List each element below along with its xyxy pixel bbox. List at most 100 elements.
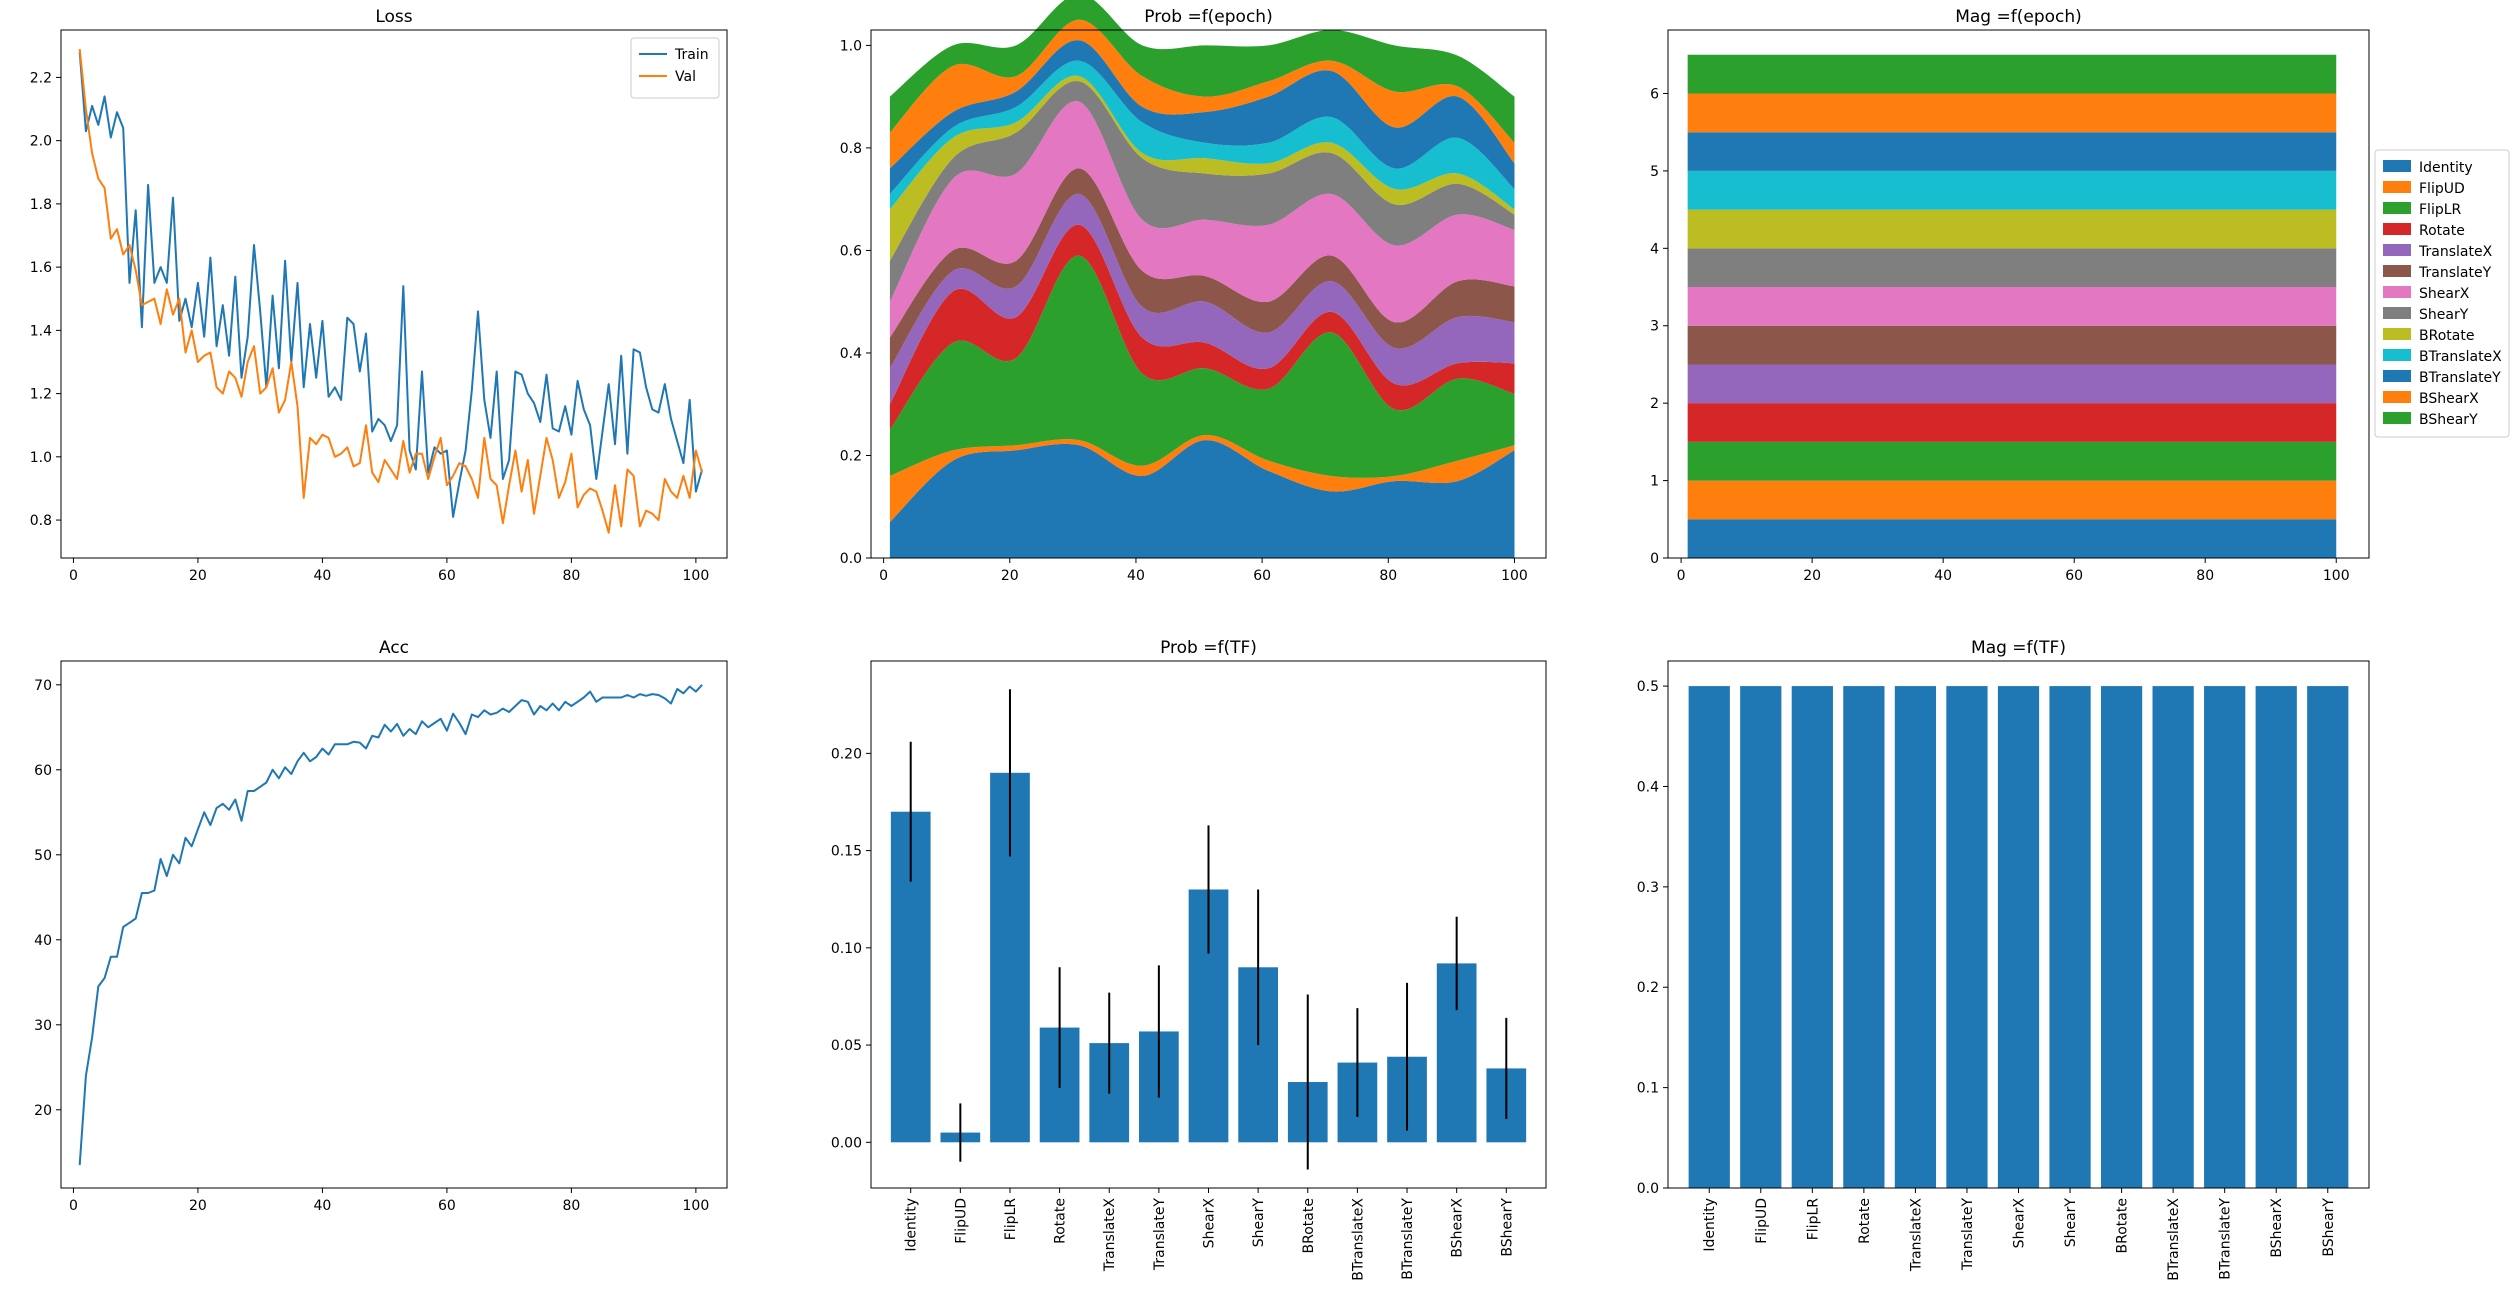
area-bshearx xyxy=(889,19,1515,169)
y-tick-label: 5 xyxy=(1650,164,1659,180)
legend-swatch xyxy=(2383,412,2411,424)
x-tick-label: BShearY xyxy=(1499,1198,1515,1257)
chart-title: Prob =f(epoch) xyxy=(1144,7,1272,27)
chart-title: Prob =f(TF) xyxy=(1160,638,1257,658)
area-identity xyxy=(889,440,1515,558)
legend-label: TranslateY xyxy=(2418,265,2492,281)
bar-translatey xyxy=(1946,686,1988,1188)
y-tick-label: 40 xyxy=(34,933,52,949)
x-tick-label: 20 xyxy=(1803,568,1821,584)
x-tick-label: 20 xyxy=(189,568,207,584)
y-tick-label: 3 xyxy=(1650,319,1659,335)
x-tick-label: FlipUD xyxy=(1754,1198,1770,1244)
bar-flipud xyxy=(1740,686,1782,1188)
x-tick-label: 40 xyxy=(1934,568,1952,584)
area-fliplr xyxy=(889,255,1515,478)
y-tick-label: 1 xyxy=(1650,474,1659,490)
x-tick-label: Rotate xyxy=(1857,1198,1873,1244)
area-sheary xyxy=(889,80,1515,302)
x-tick-label: 0 xyxy=(879,568,888,584)
x-tick-label: 100 xyxy=(1501,568,1528,584)
x-tick-label: FlipLR xyxy=(1805,1198,1821,1241)
x-tick-label: Identity xyxy=(904,1198,920,1252)
legend-label: BTranslateX xyxy=(2419,349,2502,365)
x-tick-label: TranslateY xyxy=(1152,1198,1168,1272)
area-rotate xyxy=(889,224,1515,430)
area-flipud xyxy=(889,434,1515,523)
legend: Identity FlipUD FlipLR Rotate TranslateX Tran… xyxy=(2374,149,2510,438)
x-tick-label: TranslateY xyxy=(1960,1198,1976,1272)
legend-label: BShearX xyxy=(2419,391,2479,407)
y-tick-label: 1.4 xyxy=(30,323,52,339)
area-bsheary xyxy=(889,0,1515,143)
chart-title: Loss xyxy=(375,7,412,27)
area-translatex xyxy=(889,193,1515,405)
panel-acc: Acc 0 20 40 60 80 100 20 30 40 50 60 70 xyxy=(34,638,728,1214)
legend-label: TranslateX xyxy=(2418,244,2493,260)
area-translatey xyxy=(1687,325,2337,365)
x-tick-label: 60 xyxy=(2065,568,2083,584)
x-tick-label: 100 xyxy=(2323,568,2350,584)
chart-title: Mag =f(epoch) xyxy=(1955,7,2082,27)
x-tick-label: 20 xyxy=(1001,568,1019,584)
x-tick-label: Identity xyxy=(1702,1198,1718,1252)
y-tick-label: 60 xyxy=(34,763,52,779)
y-tick-label: 0.20 xyxy=(831,746,862,762)
area-fliplr xyxy=(1687,441,2337,481)
x-tick-label: 80 xyxy=(1379,568,1397,584)
bar-rotate xyxy=(1843,686,1885,1188)
x-tick-label: 100 xyxy=(683,1198,710,1214)
area-translatey xyxy=(889,168,1515,369)
area-brotate xyxy=(1687,209,2337,249)
legend-swatch xyxy=(2383,391,2411,403)
x-tick-label: 80 xyxy=(562,1198,580,1214)
y-tick-label: 4 xyxy=(1650,241,1659,257)
y-tick-label: 50 xyxy=(34,848,52,864)
area-btranslatey xyxy=(1687,132,2337,171)
axes-frame xyxy=(1667,29,2370,559)
y-tick-label: 0.5 xyxy=(1637,679,1659,695)
y-tick-label: 6 xyxy=(1650,86,1659,102)
area-brotate xyxy=(889,75,1515,261)
y-tick-label: 0.0 xyxy=(1637,1181,1659,1197)
legend-label: Rotate xyxy=(2419,223,2465,239)
panel-prob-tf: Prob =f(TF) 0.00 0.05 0.10 0.15 0.20 Identity F… xyxy=(831,638,1547,1281)
y-tick-label: 2.2 xyxy=(30,70,52,86)
y-tick-label: 0.2 xyxy=(840,448,862,464)
y-tick-label: 0.05 xyxy=(831,1038,862,1054)
area-sheary xyxy=(1687,248,2337,288)
x-tick-label: TranslateX xyxy=(1102,1198,1118,1273)
x-tick-label: BTranslateY xyxy=(1400,1198,1416,1280)
bar-translatex xyxy=(1894,686,1937,1188)
x-tick-label: ShearX xyxy=(2012,1198,2028,1249)
y-tick-label: 1.2 xyxy=(30,387,52,403)
y-tick-label: 0.6 xyxy=(840,243,862,259)
bar-bshearx xyxy=(2255,686,2297,1188)
legend-swatch xyxy=(2383,286,2411,298)
y-tick-label: 2 xyxy=(1650,396,1659,412)
bar-bsheary xyxy=(2307,686,2349,1188)
x-tick-label: 0 xyxy=(69,568,78,584)
x-tick-label: FlipUD xyxy=(953,1198,969,1244)
series-line-0 xyxy=(78,684,703,1166)
y-tick-label: 0.3 xyxy=(1637,880,1659,896)
x-tick-label: BShearY xyxy=(2321,1198,2337,1257)
legend-label: FlipUD xyxy=(2419,181,2465,197)
legend-swatch xyxy=(2383,160,2411,172)
y-tick-label: 1.0 xyxy=(840,38,862,54)
series-line-val xyxy=(78,48,704,534)
y-tick-label: 0.10 xyxy=(831,941,862,957)
legend-swatch xyxy=(2383,328,2411,340)
y-tick-label: 0.1 xyxy=(1637,1081,1659,1097)
area-identity xyxy=(1687,519,2337,558)
area-bsheary xyxy=(1687,54,2337,94)
legend-label: Identity xyxy=(2419,160,2473,176)
legend-label: ShearX xyxy=(2419,286,2470,302)
area-rotate xyxy=(1687,403,2337,442)
x-tick-label: TranslateX xyxy=(1908,1198,1924,1273)
y-tick-label: 0.2 xyxy=(1637,980,1659,996)
y-tick-label: 1.0 xyxy=(30,450,52,466)
x-tick-label: FlipLR xyxy=(1003,1198,1019,1241)
x-tick-label: 80 xyxy=(2196,568,2214,584)
